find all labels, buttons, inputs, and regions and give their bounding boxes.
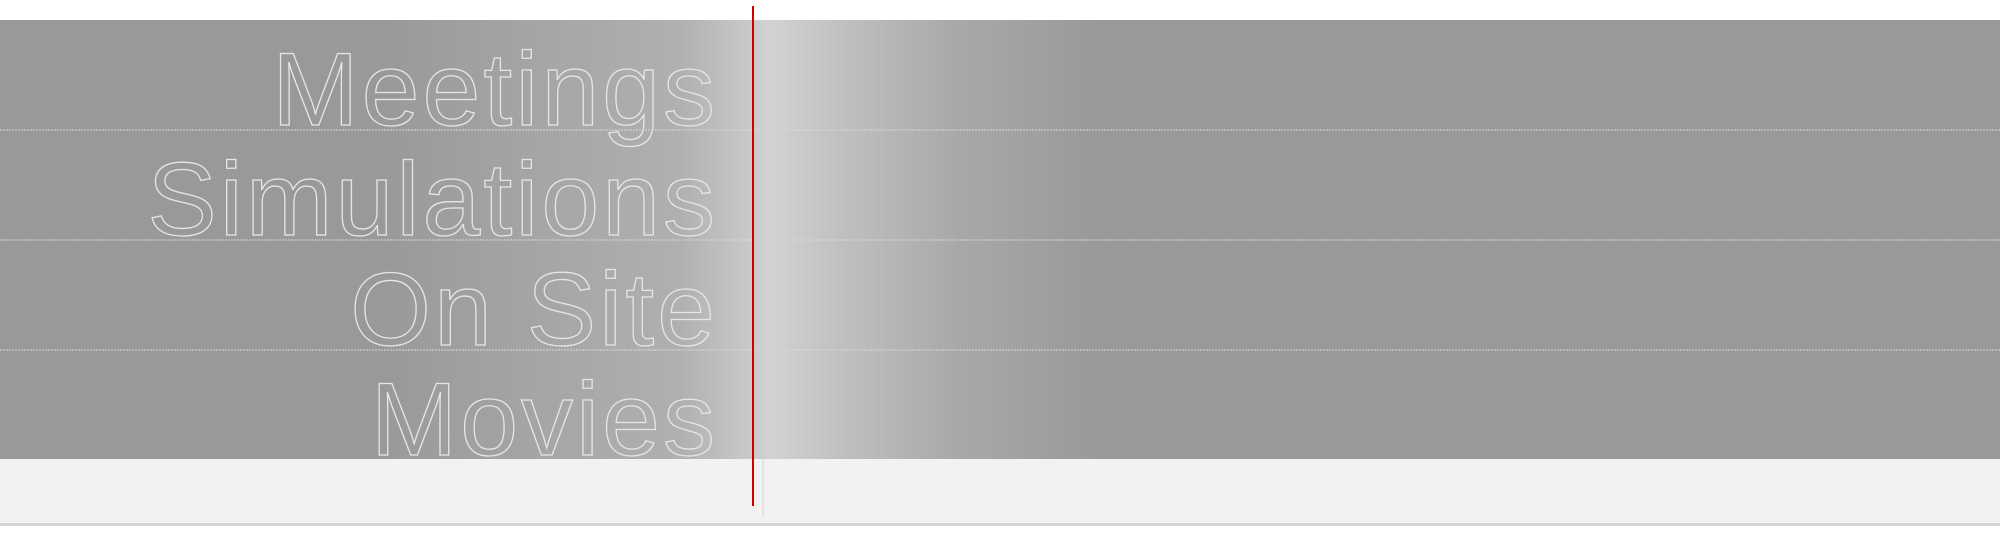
top-strip [0, 0, 2000, 20]
row-label: Movies [371, 362, 718, 478]
row-label: On Site [350, 252, 718, 368]
footer-area [0, 459, 2000, 523]
footer-shadow [0, 523, 2000, 526]
row-label: Meetings [272, 32, 718, 148]
row-label: Simulations [147, 142, 718, 258]
